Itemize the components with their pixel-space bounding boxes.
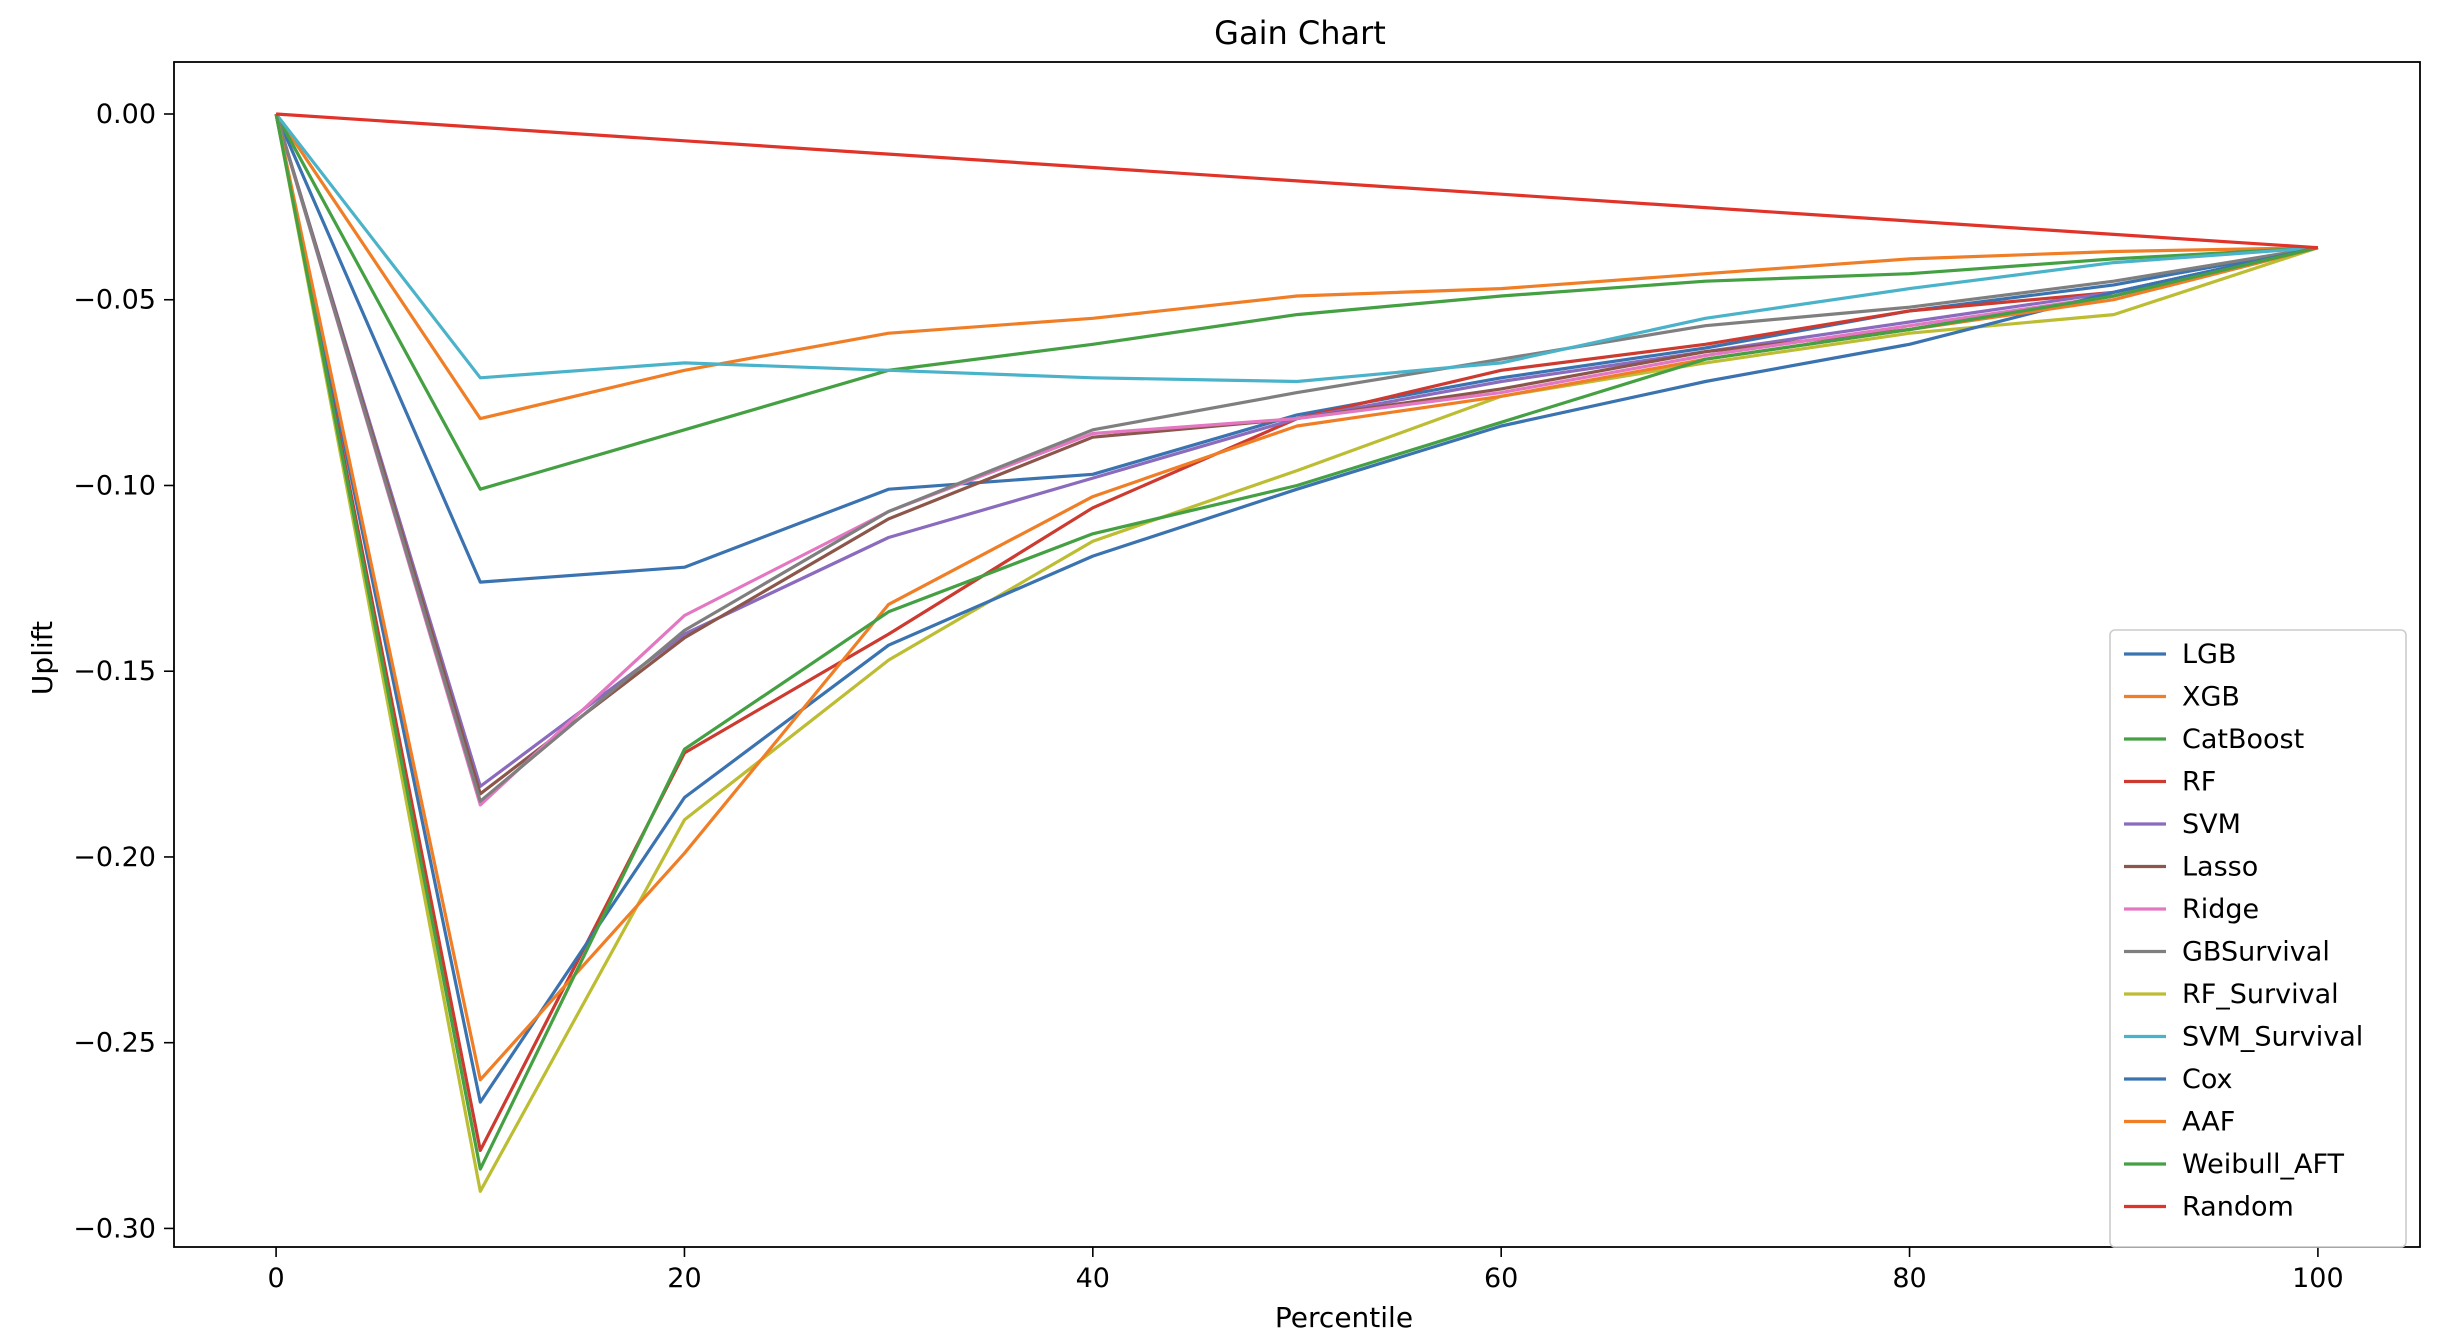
legend-label: AAF <box>2182 1107 2235 1138</box>
x-tick-label: 80 <box>1892 1263 1926 1294</box>
legend-box <box>2109 629 2407 1248</box>
y-tick-label: −0.25 <box>73 1028 156 1059</box>
legend-label: RF <box>2182 767 2216 798</box>
x-axis-label: Percentile <box>1275 1301 1413 1334</box>
legend-label: Cox <box>2182 1064 2233 1095</box>
x-tick-label: 100 <box>2292 1263 2344 1294</box>
x-tick-label: 0 <box>267 1263 284 1294</box>
y-tick-label: 0.00 <box>96 99 156 130</box>
series-line-gbsurvival <box>274 113 2319 803</box>
x-tick-label: 20 <box>667 1263 701 1294</box>
legend: LGB XGB CatBoost RF SVM Lasso Ridge GBSurvival R… <box>2109 629 2407 1248</box>
legend-label: SVM <box>2182 809 2241 840</box>
legend-label: Weibull_AFT <box>2182 1149 2345 1180</box>
y-tick-label: −0.20 <box>73 842 156 873</box>
y-tick-label: −0.15 <box>73 656 156 687</box>
x-tick-label: 40 <box>1076 1263 1110 1294</box>
plot-lines <box>274 112 2319 1193</box>
y-axis-label: Uplift <box>26 621 59 695</box>
chart-title: Gain Chart <box>1214 14 1386 52</box>
y-tick-label: −0.30 <box>73 1213 156 1244</box>
series-line-weibull-aft <box>274 113 2319 1171</box>
series-line-svm-survival <box>274 113 2319 384</box>
y-tick-label: −0.05 <box>73 285 156 316</box>
series-line-xgb <box>274 113 2318 421</box>
series-line-catboost <box>274 113 2318 491</box>
legend-label: RF_Survival <box>2182 979 2339 1010</box>
legend-label: GBSurvival <box>2182 937 2330 968</box>
legend-label: Lasso <box>2182 852 2258 883</box>
legend-label: SVM_Survival <box>2182 1022 2363 1053</box>
y-tick-label: −0.10 <box>73 470 156 501</box>
legend-label: Random <box>2182 1192 2294 1223</box>
series-line-random <box>275 112 2319 250</box>
legend-label: CatBoost <box>2182 724 2304 755</box>
series-line-cox <box>274 113 2319 1104</box>
plot-frame <box>173 61 2421 1248</box>
legend-label: XGB <box>2182 682 2240 713</box>
series-line-lgb <box>274 113 2319 584</box>
legend-label: LGB <box>2182 639 2237 670</box>
series-line-ridge <box>274 113 2319 807</box>
legend-label: Ridge <box>2182 894 2259 925</box>
axis-ticks: 0 20 40 60 80 100 0.00 −0.05 −0.10 −0.15 −0.20 −0.2… <box>73 99 2343 1294</box>
x-tick-label: 60 <box>1484 1263 1518 1294</box>
